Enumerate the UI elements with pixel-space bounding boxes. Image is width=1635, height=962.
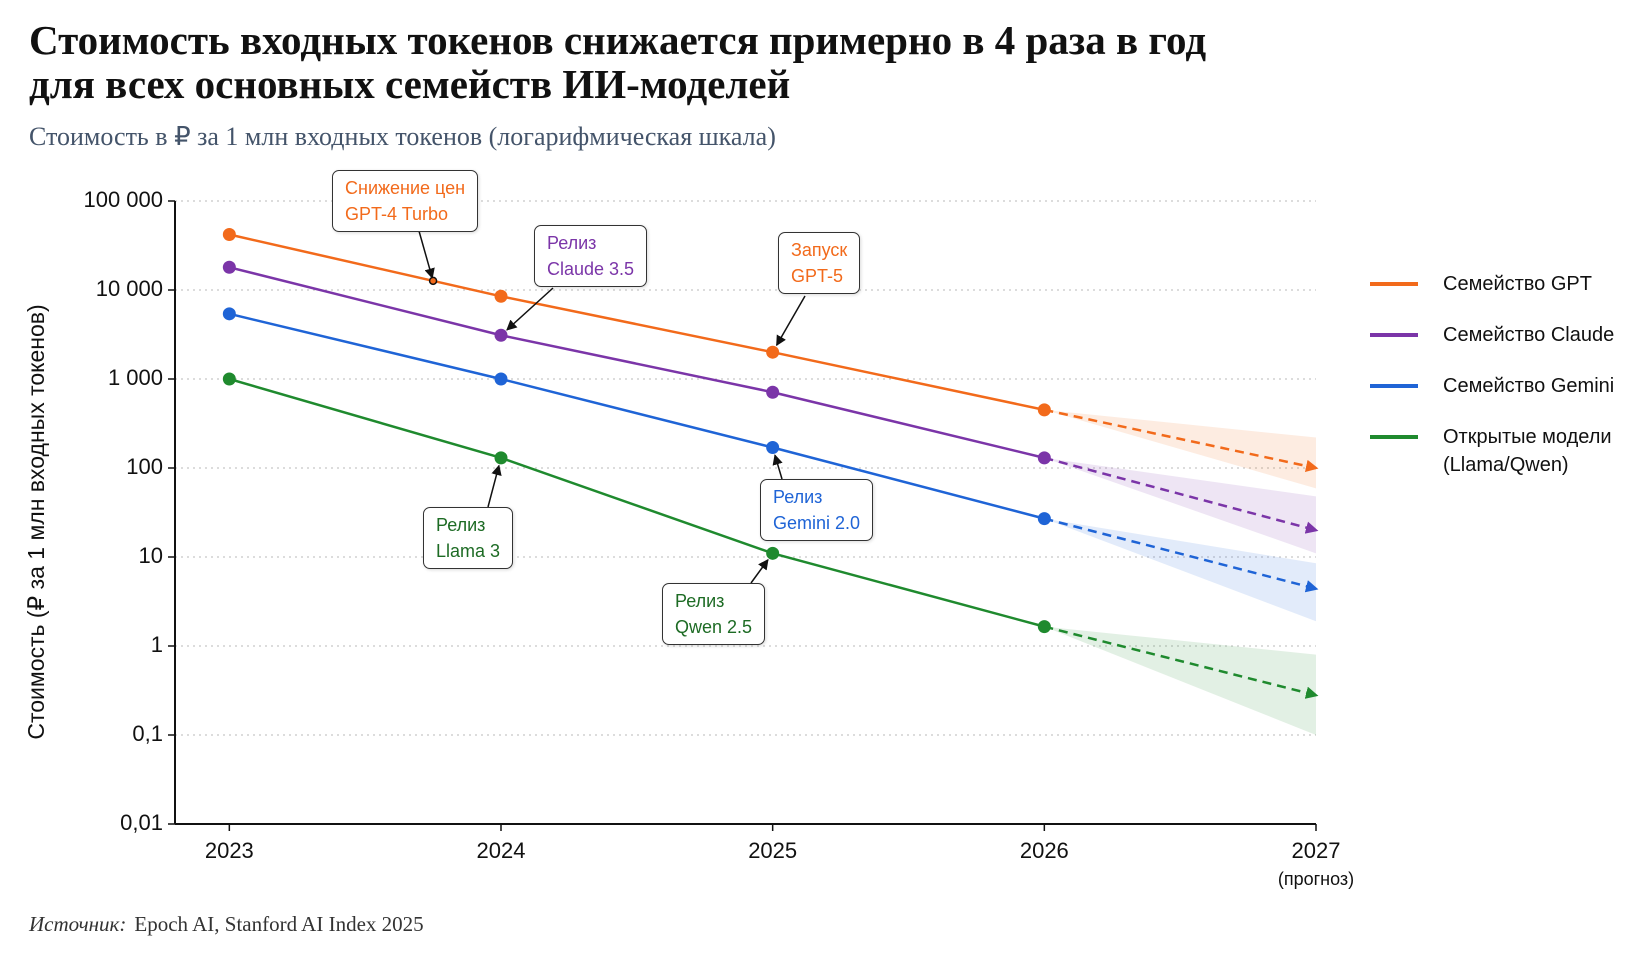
point [766, 546, 780, 560]
y-tick-label: 100 [126, 454, 163, 479]
point [494, 451, 508, 465]
source-text: Epoch AI, Stanford AI Index 2025 [134, 912, 424, 936]
annotation-arrow [506, 287, 554, 331]
source: Источник: Epoch AI, Stanford AI Index 202… [29, 912, 424, 937]
annotation: Релиз Qwen 2.5 [662, 583, 766, 645]
x-tick-label: 2023 [205, 838, 254, 863]
forecast-band [1044, 518, 1316, 622]
y-tick-label: 1 000 [108, 365, 163, 390]
chart-subtitle: Стоимость в ₽ за 1 млн входных токенов (… [29, 122, 776, 151]
forecast-label: (прогноз) [1278, 869, 1354, 889]
point [766, 440, 780, 454]
annotation-arrow [487, 464, 502, 508]
point [1037, 451, 1051, 465]
forecast-line [1044, 456, 1319, 534]
line [229, 233, 1045, 412]
forecast-band [1044, 457, 1316, 554]
forecast-line [1044, 408, 1319, 473]
line [229, 312, 1045, 520]
forecast-band [1044, 409, 1316, 489]
annotation: Снижение цен GPT-4 Turbo [332, 170, 479, 232]
annotation: Релиз Claude 3.5 [534, 225, 648, 287]
point [222, 228, 236, 242]
x-tick-label: 2027 [1292, 838, 1341, 863]
line [229, 266, 1045, 460]
line [228, 377, 1045, 628]
annotation-arrow [750, 558, 769, 584]
point [1037, 512, 1051, 526]
y-axis-label: Стоимость (₽ за 1 млн входных токенов) [23, 304, 49, 739]
point [1037, 620, 1051, 634]
forecast-band [1044, 626, 1316, 735]
point [494, 289, 508, 303]
point [494, 372, 508, 386]
annotation-arrow [418, 230, 435, 279]
chart-title: Стоимость входных токенов снижается прим… [29, 17, 1207, 107]
forecast-line [1044, 625, 1319, 699]
annotation-arrow [776, 295, 806, 347]
annotation-point [428, 276, 438, 286]
point [766, 345, 780, 359]
forecast-line [1044, 517, 1319, 593]
annotation-arrow [772, 454, 783, 480]
y-tick-label: 0,01 [120, 810, 163, 835]
point [222, 260, 236, 274]
x-tick-label: 2025 [748, 838, 797, 863]
annotation: Релиз Gemini 2.0 [760, 479, 874, 541]
y-tick-label: 100 000 [83, 187, 163, 212]
annotation: Релиз Llama 3 [423, 507, 514, 569]
point [222, 307, 236, 321]
point [1037, 403, 1051, 417]
y-tick-label: 1 [151, 632, 163, 657]
point [494, 328, 508, 342]
point [766, 385, 780, 399]
legend-label: Семейство GPT [1443, 273, 1592, 295]
source-label: Источник: [29, 912, 127, 936]
legend-label: Семейство Gemini [1443, 375, 1615, 397]
y-tick-label: 0,1 [132, 721, 163, 746]
annotation: Запуск GPT-5 [778, 232, 861, 294]
y-tick-label: 10 000 [96, 276, 163, 301]
point [222, 372, 236, 386]
legend-label: Семейство Claude [1443, 324, 1615, 346]
y-tick-label: 10 [139, 543, 163, 568]
x-tick-label: 2024 [477, 838, 526, 863]
x-tick-label: 2026 [1020, 838, 1069, 863]
legend-label: Открытые модели (Llama/Qwen) [1443, 426, 1612, 476]
